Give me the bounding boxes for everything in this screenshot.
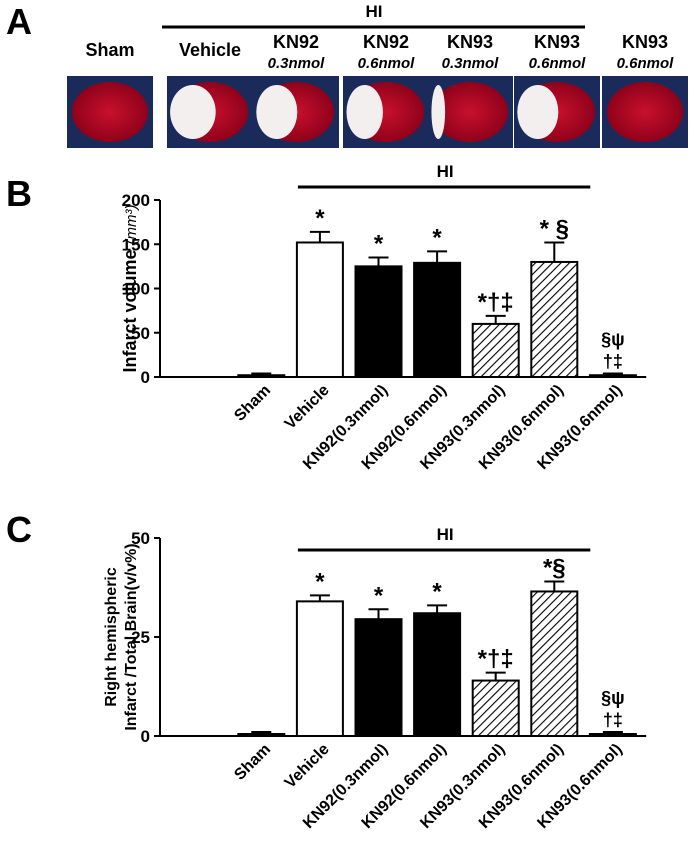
significance-mark: §ψ	[601, 688, 625, 708]
y-tick-label: 100	[122, 280, 150, 299]
y-axis-label: Infarct /Total Brain(v/v%)	[123, 543, 140, 730]
group-label: HI	[437, 525, 454, 544]
y-tick-label: 50	[131, 324, 150, 343]
bar	[530, 590, 579, 738]
significance-mark: §ψ	[601, 329, 625, 349]
column-dose: 0.6nmol	[529, 55, 587, 72]
y-axis-label: Right hemispheric	[103, 567, 120, 707]
significance-mark: *	[374, 582, 384, 609]
significance-mark: *	[432, 578, 442, 605]
significance-mark: †‡	[603, 351, 623, 371]
bar	[354, 618, 403, 737]
bar	[237, 374, 286, 379]
infarct	[431, 85, 446, 139]
group-label: HI	[437, 162, 454, 181]
y-axis-unit: (mm³)	[123, 204, 140, 244]
y-axis-label: Infarct volume (mm³)	[120, 204, 140, 372]
bar	[295, 600, 344, 737]
infarct	[256, 85, 298, 139]
y-tick-label: 25	[131, 628, 150, 647]
infarct	[346, 85, 383, 139]
column-name: KN92	[363, 32, 409, 52]
significance-mark: *	[432, 224, 442, 251]
panel-label: C	[6, 509, 32, 550]
column-name: KN93	[447, 32, 493, 52]
brain-slice	[432, 82, 508, 142]
bar	[237, 733, 286, 738]
significance-mark: *	[315, 568, 325, 595]
y-axis-label-text: Infarct volume	[120, 249, 140, 372]
significance-mark: †‡	[603, 710, 623, 730]
y-tick-label: 0	[141, 727, 150, 746]
column-dose: 0.3nmol	[268, 55, 326, 72]
infarct	[517, 85, 559, 139]
bar	[588, 733, 637, 738]
significance-mark: *†‡	[478, 289, 514, 316]
panel-label: A	[6, 1, 32, 42]
bar	[295, 241, 344, 378]
column-dose: 0.3nmol	[442, 55, 500, 72]
significance-mark: *†‡	[478, 646, 514, 673]
significance-mark: *	[315, 205, 325, 232]
column-name: KN92	[273, 32, 319, 52]
brain-slice	[72, 82, 148, 142]
column-name: Vehicle	[179, 40, 241, 60]
significance-mark: *§	[543, 555, 566, 582]
x-tick-label: Vehicle	[282, 382, 333, 433]
significance-mark: *	[374, 231, 384, 258]
bar	[413, 261, 462, 378]
bar	[530, 260, 579, 379]
column-dose: 0.6nmol	[358, 55, 416, 72]
significance-mark: * §	[540, 215, 569, 242]
bar	[413, 612, 462, 737]
infarct	[170, 85, 216, 139]
group-label: HI	[366, 2, 383, 21]
bar	[588, 374, 637, 379]
y-tick-label: 0	[141, 368, 150, 387]
column-name: Sham	[85, 40, 134, 60]
bar	[471, 679, 520, 737]
x-tick-label: Sham	[231, 382, 274, 425]
y-tick-label: 150	[122, 235, 150, 254]
panel-label: B	[6, 173, 32, 214]
column-dose: 0.6nmol	[617, 55, 675, 72]
x-tick-label: Vehicle	[282, 741, 333, 792]
bar	[471, 322, 520, 378]
column-name: KN93	[622, 32, 668, 52]
column-name: KN93	[534, 32, 580, 52]
y-tick-label: 50	[131, 529, 150, 548]
bar	[354, 265, 403, 378]
y-tick-label: 200	[122, 191, 150, 210]
brain-slice	[607, 82, 683, 142]
x-tick-label: Sham	[231, 741, 274, 784]
